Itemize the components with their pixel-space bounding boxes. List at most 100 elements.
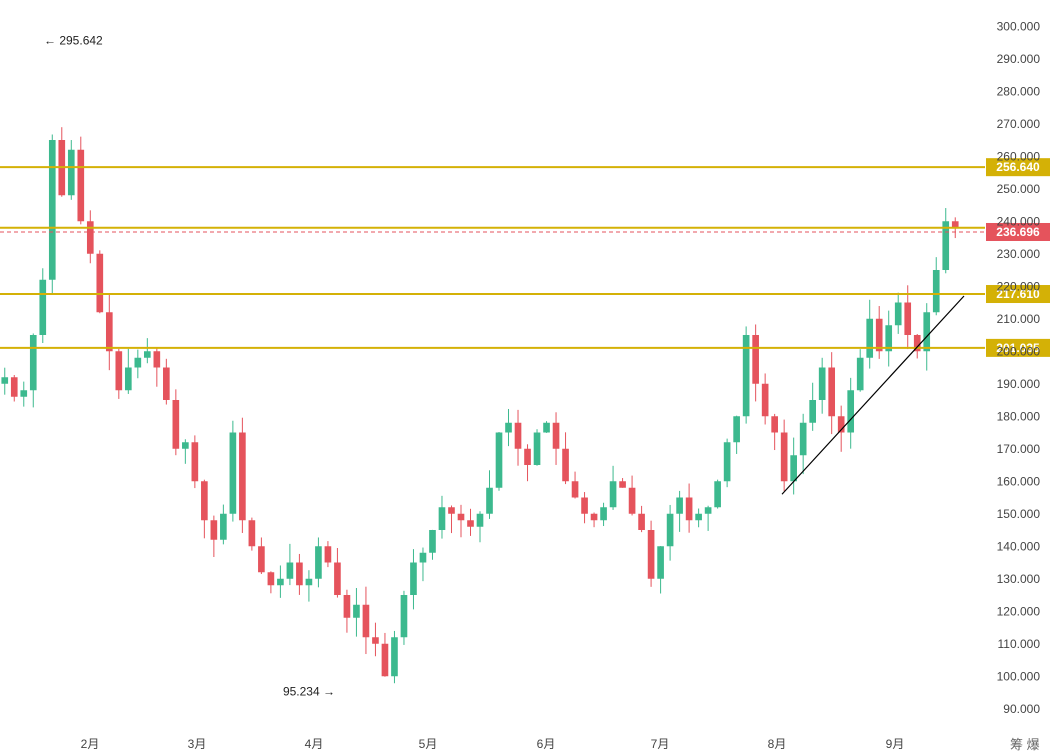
candle-body [419, 552, 427, 563]
candle-body [296, 562, 303, 586]
x-axis: 2月 3月 4月 5月 6月 7月 8月 9月 [81, 737, 905, 751]
candle-body [182, 442, 189, 449]
candle-body [704, 507, 712, 514]
candle-body [277, 578, 284, 586]
y-tick-label: 130.000 [997, 572, 1041, 586]
candle-body [153, 351, 161, 368]
candle-body [552, 422, 560, 449]
candle-body [1, 377, 9, 384]
level-badge-label: 201.035 [996, 341, 1040, 355]
candle-body [562, 448, 569, 482]
candle-body [543, 422, 550, 433]
x-tick-label: 2月 [81, 737, 100, 751]
candle-body [172, 400, 180, 449]
candle-body [115, 351, 123, 391]
y-tick-label: 280.000 [997, 84, 1041, 98]
y-tick-label: 160.000 [997, 474, 1041, 488]
candle-body [239, 432, 246, 521]
candle-body [134, 357, 142, 368]
candle-body [391, 637, 398, 677]
candle-body [866, 318, 874, 358]
candle-body [410, 562, 417, 595]
candle-body [590, 513, 598, 521]
candle-body [67, 149, 75, 196]
candle-body [752, 335, 759, 384]
candle-body [191, 442, 199, 482]
candle-body [353, 604, 360, 618]
candle-body [856, 357, 864, 391]
y-tick-label: 110.000 [998, 637, 1041, 651]
y-tick-label: 90.000 [1003, 702, 1040, 716]
candle-body [334, 562, 341, 595]
x-tick-label: 6月 [537, 737, 556, 751]
candle-body [571, 481, 579, 498]
candle-body [163, 367, 170, 400]
candle-body [799, 422, 807, 456]
y-tick-label: 170.000 [997, 442, 1041, 456]
candle-body [666, 513, 674, 547]
candle-body [685, 497, 693, 521]
y-tick-label: 200.000 [997, 344, 1041, 358]
candle-body [48, 140, 56, 280]
candle-body [875, 318, 883, 352]
y-tick-label: 240.000 [997, 214, 1041, 228]
candle-body [343, 595, 351, 618]
candle-body [77, 149, 85, 222]
y-tick-label: 190.000 [997, 377, 1041, 391]
candle-body [514, 422, 522, 449]
candle-body [362, 604, 370, 638]
candle-body [495, 432, 503, 488]
candle-body [248, 520, 256, 547]
level-badge [986, 158, 1050, 177]
y-tick-label: 100.000 [997, 669, 1041, 683]
candle-body [847, 390, 855, 433]
candle-body [771, 416, 778, 433]
y-axis: 90.000 100.000 110.000 120.000 130.000 140.00… [997, 19, 1041, 716]
y-tick-label: 140.000 [997, 539, 1041, 553]
candle-body [381, 643, 389, 677]
y-tick-label: 270.000 [997, 117, 1041, 131]
candle-body [913, 335, 921, 352]
candle-body [581, 497, 588, 514]
candle-body [476, 513, 484, 527]
candle-body [619, 481, 626, 488]
candle-body [828, 367, 836, 417]
candle-body [609, 481, 617, 508]
candle-body [951, 221, 959, 228]
candle-body [29, 335, 37, 391]
candle-body [20, 390, 28, 397]
candle-body [144, 351, 151, 358]
x-tick-label: 8月 [768, 737, 787, 751]
x-tick-label: 3月 [188, 737, 207, 751]
y-tick-label: 210.000 [997, 312, 1041, 326]
candle-body [124, 367, 132, 391]
current-price-label: 236.696 [996, 225, 1040, 239]
candle-body [942, 221, 950, 270]
candle-body [628, 487, 636, 514]
candle-body [904, 302, 912, 335]
candle-body [39, 279, 47, 335]
candle-body [315, 546, 322, 579]
candle-body [210, 520, 218, 540]
candle-body [533, 432, 541, 465]
y-tick-label: 250.000 [997, 182, 1041, 196]
candle-body [837, 416, 845, 433]
candle-body [438, 507, 446, 530]
y-tick-label: 290.000 [997, 52, 1041, 66]
candle-body [467, 520, 474, 527]
x-tick-label: 9月 [886, 737, 905, 751]
candle-body [780, 432, 788, 482]
annotation-low: 95.234 → [283, 685, 335, 699]
candle-body [600, 507, 607, 521]
candle-body [457, 513, 465, 521]
x-tick-label: 7月 [651, 737, 670, 751]
y-tick-label: 300.000 [997, 19, 1041, 33]
candle-body [524, 448, 531, 465]
level-badge-label: 217.610 [996, 287, 1040, 301]
candle-body [400, 595, 408, 638]
candle-body [486, 487, 493, 514]
candle-body [105, 312, 113, 352]
candle-body [885, 325, 893, 352]
candle-body [267, 572, 275, 586]
y-tick-label: 120.000 [997, 604, 1041, 618]
